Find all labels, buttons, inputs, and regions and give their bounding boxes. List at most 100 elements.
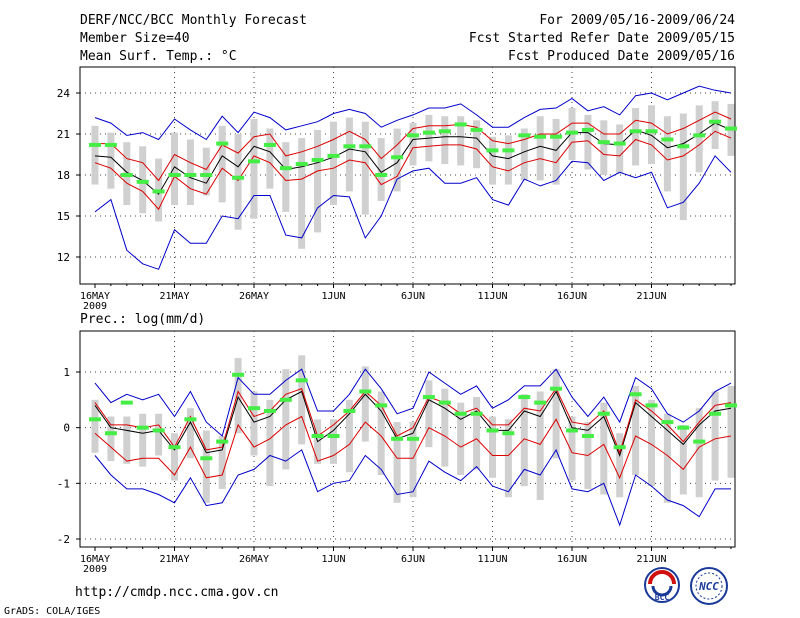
precip-observed-mark xyxy=(200,456,213,461)
temp-observed-mark xyxy=(470,127,483,132)
precip-observed-mark xyxy=(152,428,165,433)
precip-ensemble-bar xyxy=(266,399,274,487)
precip-observed-mark xyxy=(438,400,451,405)
temp-ensemble-bar xyxy=(139,146,147,214)
precip-ensemble-bar xyxy=(345,399,353,473)
precip-max-envelope-line xyxy=(94,368,732,437)
temp-x-year-label: 2009 xyxy=(83,301,107,312)
precip-ensemble-bar xyxy=(155,413,163,456)
temp-x-tick-label: 26MAY xyxy=(239,291,269,302)
precip-ensemble-bar xyxy=(489,416,496,478)
temp-observed-mark xyxy=(263,142,276,147)
precip-ensemble-bar xyxy=(648,399,655,487)
precip-ensemble-bar xyxy=(695,408,703,498)
precip-observed-mark xyxy=(279,397,292,402)
header-period: For 2009/05/16-2009/06/24 xyxy=(539,13,735,28)
precip-observed-mark xyxy=(104,431,117,436)
temp-observed-mark xyxy=(438,129,451,134)
temp-ensemble-bar xyxy=(504,135,512,185)
temp-observed-mark xyxy=(518,133,531,138)
precip-x-tick-label: 11JUN xyxy=(477,554,507,565)
precip-ensemble-mean-line xyxy=(94,390,732,457)
precip-observed-mark xyxy=(661,420,674,425)
temp-observed-mark xyxy=(693,133,706,138)
precip-observed-mark xyxy=(184,417,197,422)
precip-observed-mark xyxy=(422,395,435,400)
precip-observed-mark xyxy=(168,445,181,450)
footer-url-link[interactable]: http://cmdp.ncc.cma.gov.cn xyxy=(75,585,279,600)
precip-observed-mark xyxy=(343,408,356,413)
temperature-x-axis: 16MAY 21MAY 26MAY 1JUN 6JUN 11JUN 16JUN 21JUN 20… xyxy=(80,284,732,312)
temp-observed-mark xyxy=(279,166,292,171)
temp-ensemble-bar xyxy=(679,113,687,221)
precip-ensemble-bar xyxy=(679,424,687,495)
temp-ensemble-bar xyxy=(186,139,194,206)
temp-y-tick-label: 24 xyxy=(57,87,71,100)
temp-y-tick-label: 21 xyxy=(57,128,70,141)
precip-y-axis: -2 -1 0 1 xyxy=(57,366,80,546)
precip-ensemble-bar xyxy=(409,422,417,498)
temp-ensemble-bar xyxy=(314,129,322,233)
temp-ensemble-bar xyxy=(282,142,290,212)
temp-ensemble-bar xyxy=(250,118,258,219)
precip-ensemble-bar xyxy=(473,397,481,470)
temp-ensemble-bar xyxy=(393,128,401,192)
temp-ensemble-bar xyxy=(552,118,560,185)
precip-min-envelope-line xyxy=(94,448,731,527)
precip-observed-mark xyxy=(566,428,578,433)
temp-ensemble-bar xyxy=(711,101,719,150)
temp-observed-mark xyxy=(311,157,324,162)
temp-ensemble-bar xyxy=(520,128,528,181)
precip-y-tick-label: -2 xyxy=(57,533,70,546)
temp-observed-mark xyxy=(613,141,626,146)
temp-ensemble-bar xyxy=(632,108,640,166)
temp-ensemble-bar xyxy=(330,121,337,206)
precip-series-lines xyxy=(94,368,732,527)
precip-ensemble-bar xyxy=(123,416,131,464)
temp-ensemble-bar xyxy=(377,138,385,201)
precip-ensemble-bar xyxy=(218,436,226,489)
precip-x-tick-label: 16MAY xyxy=(80,554,110,565)
temp-observed-mark xyxy=(248,159,260,164)
temp-ensemble-bar xyxy=(218,125,226,203)
temperature-series-lines xyxy=(94,85,732,270)
temp-ensemble-bar xyxy=(473,120,481,169)
precip-observed-marks xyxy=(89,372,737,461)
ncc-logo: NCC xyxy=(690,567,728,605)
temp-observed-mark xyxy=(152,189,165,194)
precip-observed-mark xyxy=(311,434,324,439)
temp-observed-mark xyxy=(677,144,690,149)
precip-observed-mark xyxy=(486,428,499,433)
temp-upper-spread-line xyxy=(95,111,732,182)
precip-observed-mark xyxy=(295,378,308,383)
temp-observed-mark xyxy=(597,140,610,145)
temp-ensemble-bar xyxy=(202,147,210,196)
header-title: DERF/NCC/BCC Monthly Forecast xyxy=(80,13,307,28)
temp-ensemble-bar xyxy=(298,138,306,249)
precip-panel: -2 -1 0 1 16MAY 21MAY 26MAY 1JUN 6JUN 11JUN 16JUN… xyxy=(57,330,737,575)
temperature-observed-marks xyxy=(89,119,737,194)
temp-observed-mark xyxy=(407,133,419,138)
precip-x-tick-label: 1JUN xyxy=(321,554,345,565)
temp-ensemble-bar xyxy=(695,105,703,173)
precip-observed-mark xyxy=(375,403,388,408)
temp-observed-mark xyxy=(120,173,133,177)
temp-ensemble-bar xyxy=(266,128,274,189)
precip-observed-mark xyxy=(359,389,372,394)
precip-ensemble-bar xyxy=(552,369,560,459)
precip-ensemble-bar xyxy=(330,419,337,464)
precip-observed-mark xyxy=(470,411,483,416)
temp-x-tick-label: 21JUN xyxy=(636,291,666,302)
temp-ensemble-bar xyxy=(600,120,608,175)
ncc-logo-text: NCC xyxy=(698,580,719,593)
temp-observed-mark xyxy=(104,142,117,147)
precip-y-tick-label: 0 xyxy=(63,422,70,435)
precip-x-year-label: 2009 xyxy=(83,564,107,575)
precip-observed-mark xyxy=(629,392,642,397)
temp-observed-mark xyxy=(184,173,197,177)
precip-y-tick-label: -1 xyxy=(57,477,70,490)
precip-observed-mark xyxy=(232,372,245,377)
temp-ensemble-mean-line xyxy=(94,122,732,195)
precip-ensemble-bar xyxy=(107,416,115,462)
